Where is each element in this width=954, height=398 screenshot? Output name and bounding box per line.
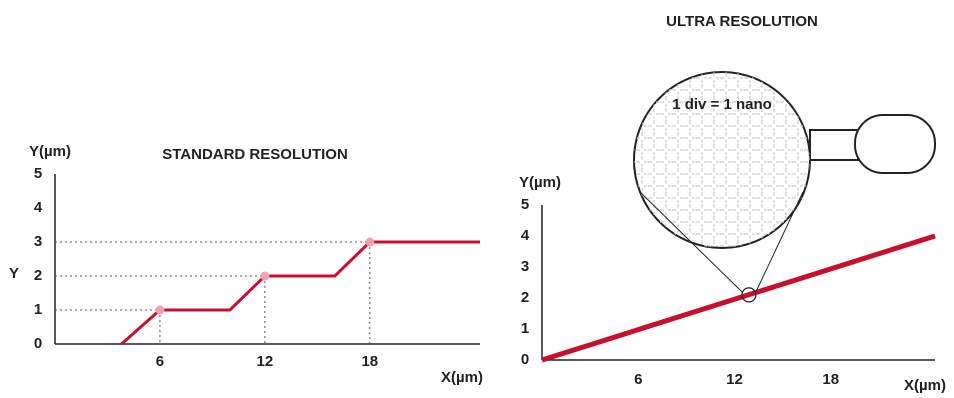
figure: STANDARD RESOLUTIONY(µm)X(µm)Y0123456121… — [0, 0, 954, 398]
y-tick-label: 3 — [521, 258, 529, 275]
y-tick-label: 2 — [34, 267, 42, 284]
y-axis-label: Y(µm) — [29, 143, 71, 160]
y-tick-label: 1 — [521, 320, 529, 337]
x-axis-label: X(µm) — [904, 377, 946, 394]
zoom-label: 1 div = 1 nano — [672, 96, 772, 113]
x-tick-label: 6 — [156, 353, 164, 370]
x-axis-label: X(µm) — [441, 369, 483, 386]
magnifier-handle — [855, 115, 935, 173]
y-tick-label: 3 — [34, 233, 42, 250]
y-tick-label: 5 — [521, 196, 529, 213]
y-tick-label: 1 — [34, 301, 42, 318]
x-tick-label: 12 — [257, 353, 274, 370]
magnifier-neck — [810, 130, 858, 160]
chart-title: ULTRA RESOLUTION — [666, 13, 818, 30]
y-axis-label: Y(µm) — [519, 174, 561, 191]
data-point — [260, 272, 269, 281]
data-line — [121, 242, 480, 344]
data-point — [155, 306, 164, 315]
x-tick-label: 12 — [726, 371, 743, 388]
x-tick-label: 6 — [634, 371, 642, 388]
y-tick-label: 0 — [521, 351, 529, 368]
y-tick-label: 4 — [521, 227, 530, 244]
y-tick-label: 0 — [34, 335, 42, 352]
x-tick-label: 18 — [822, 371, 839, 388]
y-tick-label: 4 — [34, 199, 43, 216]
y-axis-short-label: Y — [9, 265, 19, 282]
data-point — [365, 238, 374, 247]
x-tick-label: 18 — [361, 353, 378, 370]
y-tick-label: 5 — [34, 165, 42, 182]
chart-title: STANDARD RESOLUTION — [162, 146, 348, 163]
data-line — [542, 236, 935, 360]
y-tick-label: 2 — [521, 289, 529, 306]
